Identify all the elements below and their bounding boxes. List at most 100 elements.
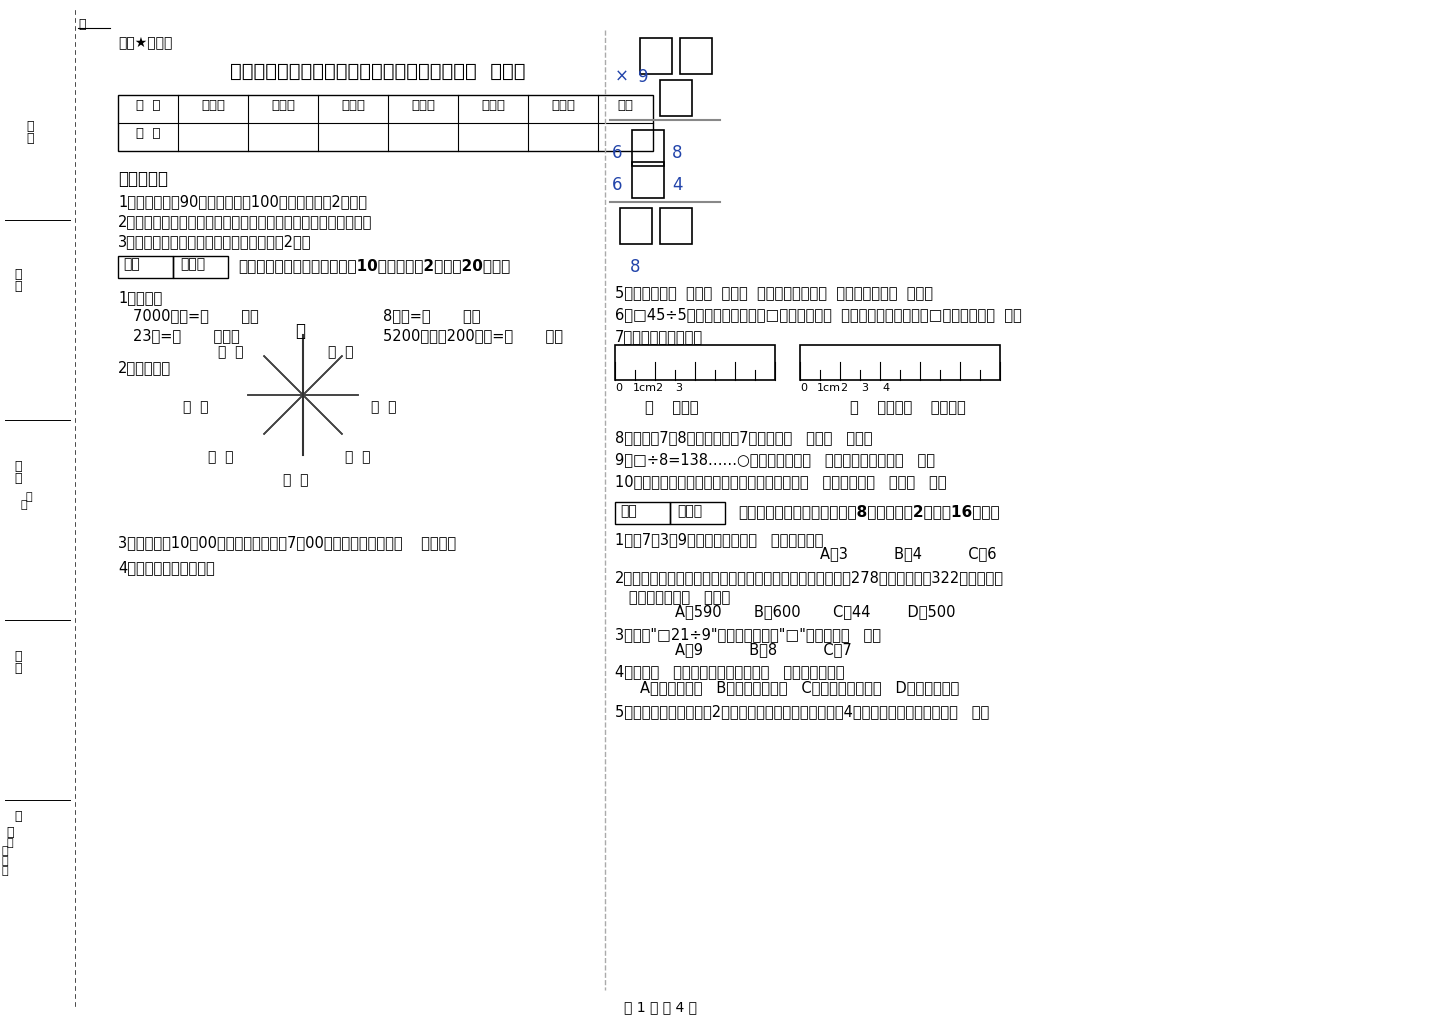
Bar	[173, 256, 228, 278]
Text: ）: ）	[1, 866, 9, 876]
Text: 州新电视塔高（   ）米。: 州新电视塔高（ ）米。	[616, 590, 730, 605]
Text: 内: 内	[20, 500, 27, 510]
Text: 考试须知：: 考试须知：	[118, 170, 168, 187]
Text: 2: 2	[655, 383, 662, 393]
Bar	[118, 95, 653, 151]
Text: 3、小林晚上10：00睡觉，第二天早上7：00起床，他一共睡了（    ）小时。: 3、小林晚上10：00睡觉，第二天早上7：00起床，他一共睡了（ ）小时。	[118, 535, 457, 550]
Text: 1、换算。: 1、换算。	[118, 290, 162, 305]
Text: 7、量出钉子的长度。: 7、量出钉子的长度。	[616, 329, 704, 344]
Text: 题: 题	[78, 18, 85, 31]
Text: 镇: 镇	[6, 826, 14, 839]
Text: 2: 2	[840, 383, 847, 393]
Text: 6、□45÷5，要使商是两位数，□里最大可填（  ）；要使商是三位数，□里最小应填（  ）。: 6、□45÷5，要使商是两位数，□里最大可填（ ）；要使商是三位数，□里最小应填…	[616, 307, 1022, 322]
Text: 道: 道	[1, 856, 9, 866]
Text: 综合题: 综合题	[481, 99, 504, 112]
Text: 得分: 得分	[620, 504, 637, 518]
Bar	[681, 38, 712, 74]
Text: （  ）: （ ）	[328, 345, 354, 359]
Text: 4、明天（   ）会下雨，今天下午我（   ）游遍全世界。: 4、明天（ ）会下雨，今天下午我（ ）游遍全世界。	[616, 664, 844, 679]
Text: 0: 0	[616, 383, 621, 393]
Text: 题  号: 题 号	[136, 99, 160, 112]
Text: 评卷人: 评卷人	[678, 504, 702, 518]
Text: 8: 8	[672, 144, 682, 162]
Text: 8: 8	[630, 258, 640, 276]
Text: 1cm: 1cm	[816, 383, 841, 393]
Text: 2、广州新电视塔是广州市目前最高的建筑，它比中信大厦高278米。中信大厦322米，那么广: 2、广州新电视塔是广州市目前最高的建筑，它比中信大厦高278米。中信大厦322米…	[616, 570, 1004, 585]
Text: 5、一个正方形的边长是2厘米，现在将边长扩大到原来的4倍，现在正方形的周长是（   ）。: 5、一个正方形的边长是2厘米，现在将边长扩大到原来的4倍，现在正方形的周长是（ …	[616, 704, 990, 719]
Text: 总分: 总分	[617, 99, 633, 112]
Text: （  ）: （ ）	[218, 345, 244, 359]
Bar	[118, 256, 173, 278]
Text: 名: 名	[14, 280, 22, 293]
Text: （: （	[26, 492, 32, 502]
Text: 校: 校	[14, 662, 22, 675]
Text: 1cm: 1cm	[633, 383, 657, 393]
Text: A、590       B、600       C、44        D、500: A、590 B、600 C、44 D、500	[675, 604, 955, 619]
Text: （  ）: （ ）	[184, 400, 208, 414]
Text: 10、在进位加法中，不管哪一位上的数相加满（   ），都要向（   ）进（   ）。: 10、在进位加法中，不管哪一位上的数相加满（ ），都要向（ ）进（ ）。	[616, 474, 946, 489]
Text: 2、请首先按要求在试卷的指定位置填写您的姓名、班级、学号。: 2、请首先按要求在试卷的指定位置填写您的姓名、班级、学号。	[118, 214, 373, 229]
Text: 1、用7、3、9三个数字可组成（   ）个三位数。: 1、用7、3、9三个数字可组成（ ）个三位数。	[616, 532, 824, 547]
Text: （  ）: （ ）	[283, 473, 308, 487]
Text: 北: 北	[295, 322, 305, 340]
Text: ×: ×	[616, 68, 629, 86]
Text: 街: 街	[1, 846, 9, 856]
Text: 一、用心思考，正确填空（共10小题，每题2分，共20分）。: 一、用心思考，正确填空（共10小题，每题2分，共20分）。	[238, 258, 510, 273]
Text: （: （	[7, 838, 13, 848]
Text: 评卷人: 评卷人	[181, 257, 205, 271]
Text: 应用题: 应用题	[551, 99, 575, 112]
Text: （  ）: （ ）	[371, 400, 396, 414]
Text: 班: 班	[14, 460, 22, 473]
Bar	[801, 345, 1000, 380]
Text: 3、不要在试卷上乱写乱画，卷面不整洁扣2分。: 3、不要在试卷上乱写乱画，卷面不整洁扣2分。	[118, 234, 312, 249]
Text: 得分: 得分	[123, 257, 140, 271]
Text: 1、考试时间：90分钟，满分为100分（含卷面分2分）。: 1、考试时间：90分钟，满分为100分（含卷面分2分）。	[118, 194, 367, 209]
Text: 姓: 姓	[14, 268, 22, 281]
Text: （    ）毫米: （ ）毫米	[644, 400, 698, 415]
Text: 0: 0	[801, 383, 806, 393]
Bar	[616, 345, 775, 380]
Text: 8千克=（       ）克: 8千克=（ ）克	[383, 308, 481, 323]
Text: 5、你出生于（  ）年（  ）月（  ）日，那一年是（  ）年，全年有（  ）天。: 5、你出生于（ ）年（ ）月（ ）日，那一年是（ ）年，全年有（ ）天。	[616, 285, 933, 300]
Text: 绝密★启用前: 绝密★启用前	[118, 35, 172, 49]
Text: 4、在里填上适当的数。: 4、在里填上适当的数。	[118, 560, 215, 575]
Bar	[660, 208, 692, 244]
Bar	[631, 162, 665, 198]
Text: A、9          B、8          C、7: A、9 B、8 C、7	[675, 642, 851, 657]
Text: 3、要使"□21÷9"的商是三位数，"□"里只能填（   ）。: 3、要使"□21÷9"的商是三位数，"□"里只能填（ ）。	[616, 627, 881, 642]
Text: 4: 4	[881, 383, 889, 393]
Text: 7000千克=（       ）吨: 7000千克=（ ）吨	[133, 308, 259, 323]
Text: 判断题: 判断题	[341, 99, 366, 112]
Text: （  ）: （ ）	[345, 450, 370, 464]
Text: 23吨=（       ）千克: 23吨=（ ）千克	[133, 328, 240, 343]
Text: 9、□÷8=138……○，余数最大填（   ），这时被除数是（   ）。: 9、□÷8=138……○，余数最大填（ ），这时被除数是（ ）。	[616, 452, 935, 467]
Bar	[640, 38, 672, 74]
Text: （    ）厘米（    ）毫米。: （ ）厘米（ ）毫米。	[850, 400, 965, 415]
Text: 9: 9	[639, 68, 649, 86]
Bar	[660, 81, 692, 116]
Text: 级: 级	[14, 472, 22, 485]
Text: 学: 学	[14, 650, 22, 663]
Text: 3: 3	[675, 383, 682, 393]
Bar	[616, 502, 670, 524]
Text: 乡: 乡	[14, 810, 22, 823]
Text: 选择题: 选择题	[272, 99, 295, 112]
Text: 2、填一填。: 2、填一填。	[118, 360, 171, 375]
Text: 号: 号	[26, 132, 33, 145]
Text: 填空题: 填空题	[201, 99, 225, 112]
Bar	[631, 130, 665, 166]
Text: 江西省重点小学三年级数学下学期期末考试试题  附答案: 江西省重点小学三年级数学下学期期末考试试题 附答案	[230, 62, 526, 81]
Text: 计算题: 计算题	[410, 99, 435, 112]
Text: 3: 3	[861, 383, 868, 393]
Text: （  ）: （ ）	[208, 450, 234, 464]
Text: 8、时针在7和8之间，分针指7，这时是（   ）时（   ）分。: 8、时针在7和8之间，分针指7，这时是（ ）时（ ）分。	[616, 430, 873, 445]
Text: 6: 6	[613, 176, 623, 194]
Text: 6: 6	[613, 144, 623, 162]
Text: 第 1 页 共 4 页: 第 1 页 共 4 页	[623, 1000, 696, 1014]
Text: A、3          B、4          C、6: A、3 B、4 C、6	[819, 546, 997, 561]
Text: 二、反复比较，慎重选择（共8小题，每题2分，共16分）。: 二、反复比较，慎重选择（共8小题，每题2分，共16分）。	[738, 504, 1000, 519]
Text: A、一定，可能   B、可能，不可能   C、不可能，不可能   D、可能，可能: A、一定，可能 B、可能，不可能 C、不可能，不可能 D、可能，可能	[640, 680, 959, 695]
Bar	[670, 502, 725, 524]
Bar	[620, 208, 652, 244]
Text: 得  分: 得 分	[136, 127, 160, 140]
